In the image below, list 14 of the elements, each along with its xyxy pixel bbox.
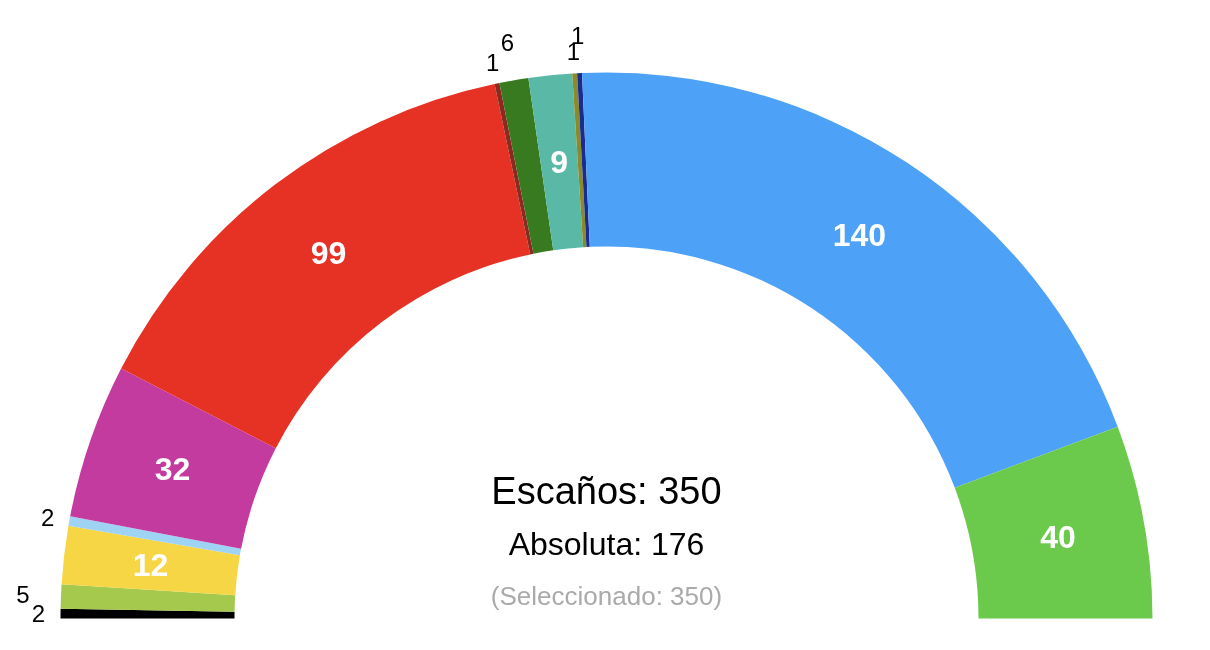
- data-label: 6: [500, 29, 515, 57]
- data-label: 5: [16, 581, 30, 609]
- data-label: 40: [1040, 518, 1076, 555]
- text: Absoluta: 176: [508, 525, 705, 562]
- data-label: 9: [550, 143, 569, 180]
- data-label: 140: [832, 217, 887, 254]
- data-label: 32: [154, 450, 191, 487]
- data-label: 2: [31, 599, 46, 627]
- data-label: 99: [310, 235, 347, 272]
- data-label: 1: [485, 48, 500, 76]
- text: Escaños: 350: [491, 469, 722, 512]
- data-label: 2: [40, 503, 55, 531]
- text: (Seleccionado: 350): [490, 580, 723, 611]
- data-label: 12: [132, 547, 169, 584]
